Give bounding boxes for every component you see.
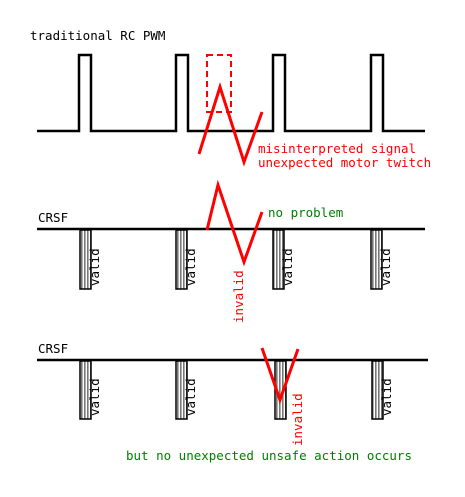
pwm-interference-zigzag (197, 82, 264, 167)
crsf-2-title: CRSF (38, 341, 68, 356)
crsf-2-interference-v (260, 347, 300, 405)
crsf-1-packet: valid (79, 229, 102, 290)
crsf-1-interference-zigzag (205, 179, 264, 267)
crsf-2-packet: valid (371, 360, 394, 420)
packet-label: valid (379, 378, 394, 416)
pwm-signal-line (37, 53, 425, 133)
crsf-2-packet: valid (175, 360, 198, 420)
packet-label: valid (280, 248, 295, 286)
crsf-1-packet: valid (272, 229, 295, 290)
packet-label: valid (87, 248, 102, 286)
packet-label-invalid: invalid (290, 393, 305, 446)
expected-pulse-outline (206, 54, 232, 113)
packet-label: valid (183, 248, 198, 286)
pwm-note-line-1: misinterpreted signal (258, 141, 416, 156)
safe-action-note: but no unexpected unsafe action occurs (126, 448, 412, 463)
packet-label-invalid: invalid (231, 270, 246, 323)
crsf-1-packet: valid (175, 229, 198, 290)
packet-label: valid (183, 378, 198, 416)
no-problem-note: no problem (268, 205, 343, 220)
crsf-2-packet: valid (79, 360, 102, 420)
packet-label: valid (87, 378, 102, 416)
pwm-note-line-2: unexpected motor twitch (258, 155, 431, 170)
crsf-1-title: CRSF (38, 210, 68, 225)
crsf-1-packet: valid (370, 229, 393, 290)
pwm-title: traditional RC PWM (30, 28, 165, 43)
packet-label: valid (378, 248, 393, 286)
